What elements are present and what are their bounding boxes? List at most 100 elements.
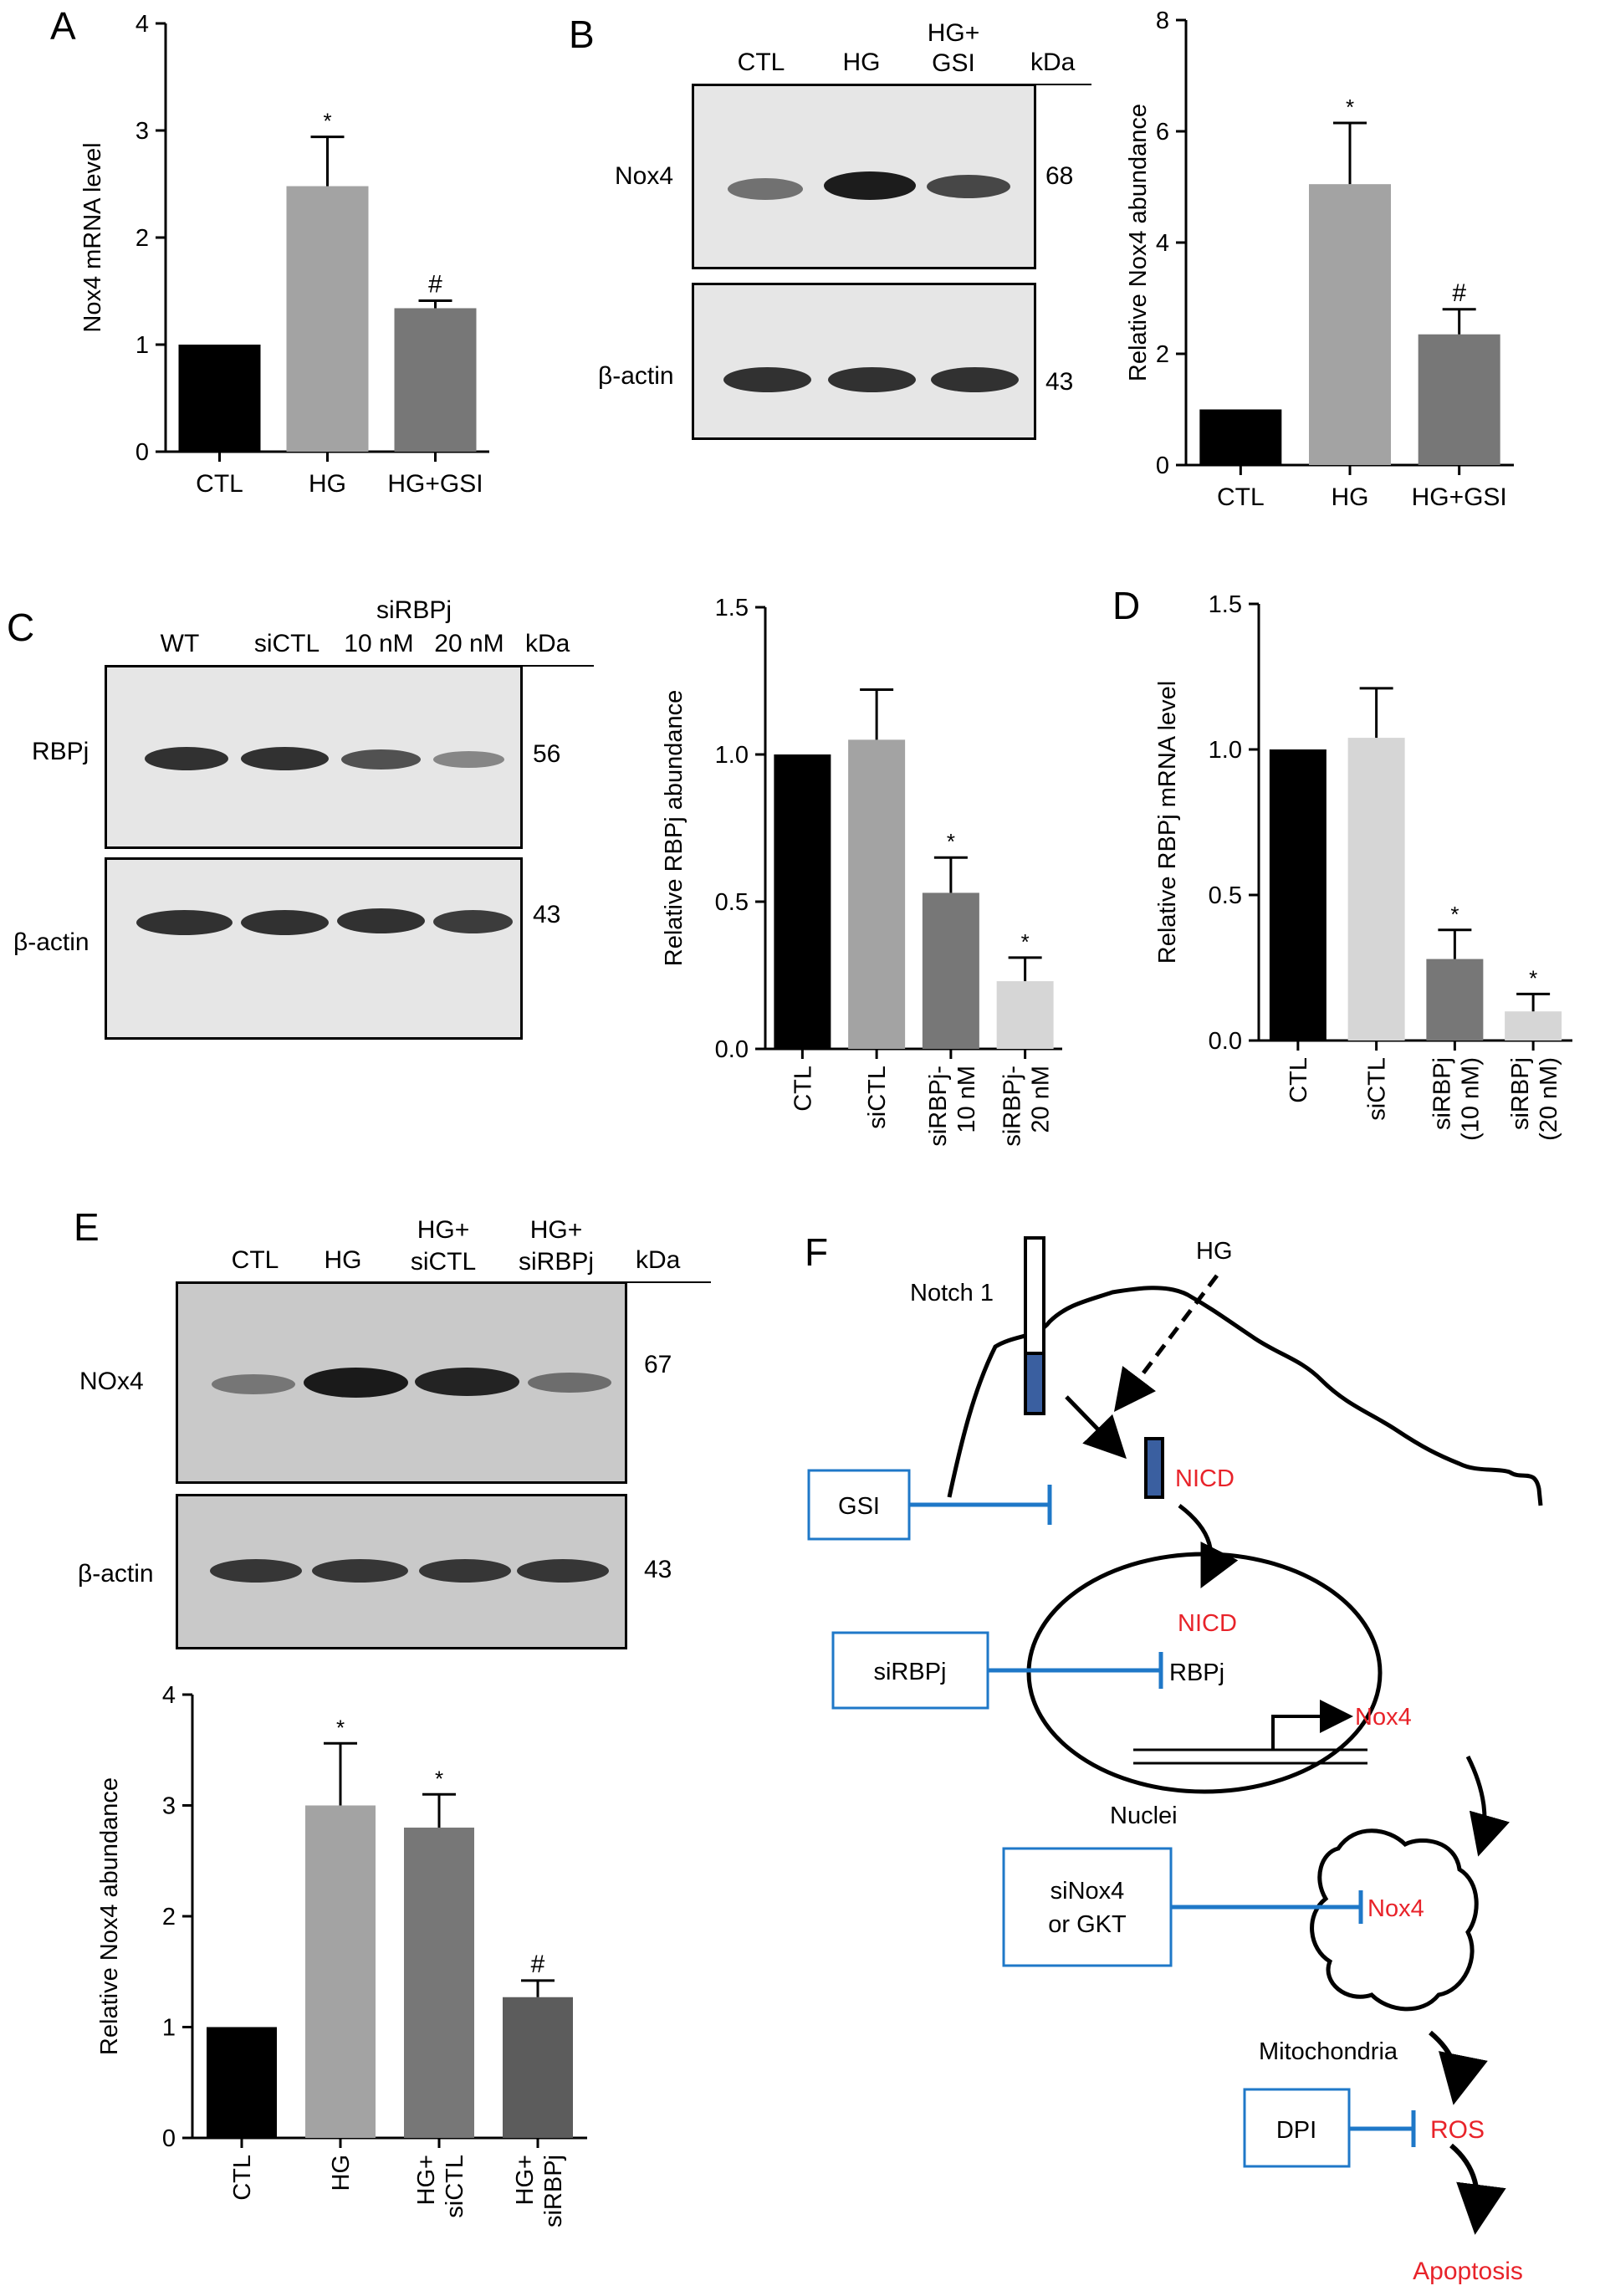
band [728,178,803,200]
dpi-box [1243,2088,1351,2168]
lane-label: CTL [737,49,785,76]
band [241,747,329,770]
x-tick-label: HG [309,470,346,498]
x-tick-label: CTL [790,1066,816,1112]
kda-value: 43 [1045,368,1074,396]
nox4-gene-label: Nox4 [1355,1704,1412,1731]
y-tick-label: 0.0 [1209,1028,1242,1055]
y-tick-label: 3 [162,1793,176,1820]
mitochondria [1310,1828,1479,2012]
sinox4-line1: siNox4 [1050,1878,1125,1905]
x-tick-label: CTL [229,2155,256,2201]
nicd-translocation-arrow [1178,1504,1239,1588]
band [341,749,421,770]
y-tick-label: 3 [135,118,149,145]
lane-label: HG+ siRBPj [518,1216,594,1276]
lane-label: CTL [231,1246,279,1274]
x-tick-label: siRBPj-20 nM [999,1066,1055,1147]
y-tick-label: 1.5 [1209,591,1242,618]
blot-nox4 [176,1281,627,1484]
significance-mark: * [323,109,331,134]
band [528,1373,611,1393]
bar [1418,334,1500,465]
y-tick-label: 8 [1156,8,1169,34]
cleavage-arrow [1065,1395,1127,1460]
x-tick-label-line: siRBPj [1429,1057,1455,1130]
row-label: Nox4 [615,162,674,190]
y-tick-label: 0 [1156,453,1169,479]
nicd-fragment [1144,1437,1164,1499]
band [210,1559,302,1583]
notch1-label: Notch 1 [910,1280,994,1307]
x-tick-label: siRBPj(20 nM) [1507,1057,1562,1141]
y-tick-label: 4 [162,1682,176,1709]
hg-label: HG [1196,1238,1233,1265]
y-tick-label: 1.0 [715,742,749,769]
kda-value: 67 [644,1351,672,1378]
bar [1199,409,1282,465]
bar [503,1997,573,2138]
band [931,367,1019,392]
band [433,910,513,933]
dpi-label: DPI [1276,2117,1316,2144]
kda-label: kDa [1030,49,1076,76]
x-tick-label-line: siCTL [864,1066,891,1129]
bar [404,1828,474,2138]
band [419,1559,511,1583]
x-tick-label-line: siCTL [442,2155,468,2218]
band [337,908,425,933]
band [312,1559,408,1583]
y-axis-label: Nox4 mRNA level [79,142,106,332]
band [723,367,811,392]
row-label: β-actin [78,1560,154,1588]
y-tick-label: 0 [162,2125,176,2152]
lane-group-label: siRBPj [376,596,452,624]
bar [1269,749,1327,1041]
sirbpj-label: siRBPj [873,1659,946,1685]
sinox4-box [1002,1847,1173,1967]
lane-label: 10 nM [344,630,414,657]
x-tick-label: siRBPj-10 nM [925,1066,980,1147]
x-tick-label: HG+siCTL [413,2155,468,2218]
kda-label: kDa [636,1246,681,1274]
kda-value: 68 [1045,162,1074,190]
x-tick-label: siRBPj(10 nM) [1429,1057,1484,1141]
y-tick-label: 4 [1156,230,1169,257]
y-tick-label: 1.5 [715,595,749,621]
x-tick-label: HG+siRBPj [512,2155,567,2227]
bar [774,754,831,1049]
y-tick-label: 1 [162,2015,176,2042]
bar [305,1805,376,2138]
panel-letter-e: E [74,1205,100,1249]
y-axis-label: Relative RBPj abundance [661,690,688,966]
x-tick-label: HG [328,2155,355,2191]
x-tick-label: HG+GSI [1412,483,1507,511]
significance-mark: * [1529,965,1537,990]
nicd-cytoplasm-label: NICD [1175,1465,1235,1492]
y-tick-label: 2 [1156,341,1169,368]
band [927,175,1010,198]
blot-b-actin [176,1494,627,1649]
y-tick-label: 1.0 [1209,737,1242,764]
significance-mark: * [336,1715,345,1740]
x-tick-label: CTL [1286,1057,1312,1103]
panel-letter-c: C [7,606,35,649]
y-tick-label: 6 [1156,119,1169,146]
blot-rbpj [105,665,523,849]
x-tick-label-line: 10 nM [953,1066,980,1133]
nucleus [1026,1552,1383,1794]
panel-letter-b: B [569,13,595,56]
x-tick-label-line: HG+ [512,2155,539,2205]
x-tick-label-line: siRBPj [540,2155,567,2227]
nox4-mitochondria-label: Nox4 [1367,1895,1424,1922]
row-label: NOx4 [79,1368,144,1395]
lane-label: HG [324,1246,362,1274]
panel-letter-d: D [1112,584,1141,627]
significance-mark: * [435,1766,443,1791]
x-tick-label-line: CTL [229,2155,256,2201]
blot-nox4 [692,84,1036,269]
y-tick-label: 4 [135,11,149,38]
notch1-intracellular-domain [1024,1352,1045,1415]
